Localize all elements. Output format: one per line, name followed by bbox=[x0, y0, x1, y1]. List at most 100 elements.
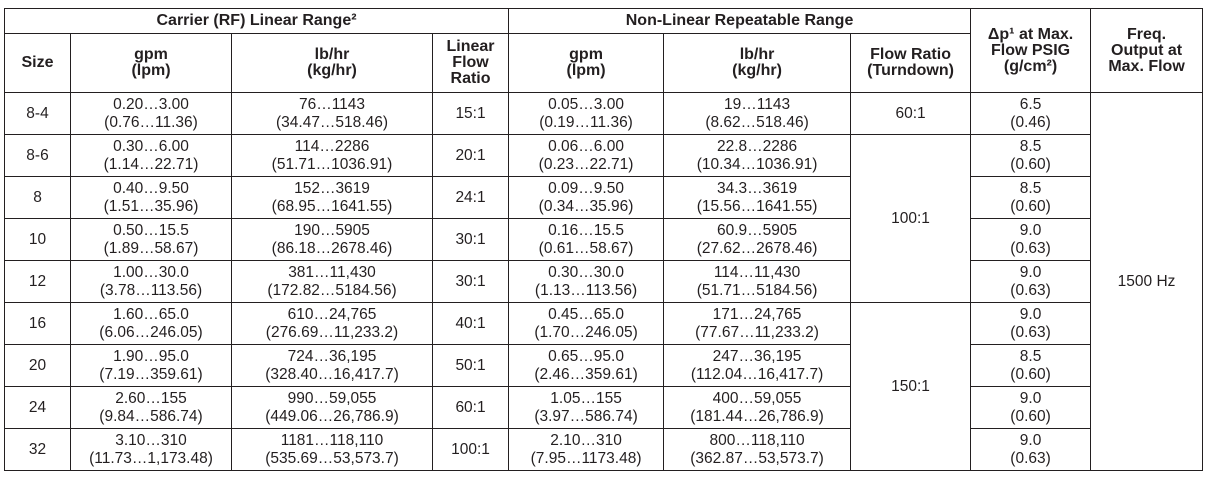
nonlinear-gpm-cell: 0.06…6.00 (0.23…22.71) bbox=[508, 134, 665, 177]
nonlinear-lbhr-cell-line: (181.44…26,786.9) bbox=[690, 407, 824, 425]
carrier-lbhr-cell-line: 381…11,430 bbox=[288, 263, 376, 281]
carrier-gpm-cell: 1.60…65.0 (6.06…246.05) bbox=[70, 302, 232, 345]
dp-cell-line: (0.60) bbox=[1010, 407, 1051, 425]
nonlinear-lbhr-cell-line: (51.71…5184.56) bbox=[696, 281, 818, 299]
table-row: 12 1.00…30.0 (3.78…113.56) 381…11,430 (172.8… bbox=[4, 260, 1203, 303]
linear-flow-ratio-cell: 20:1 bbox=[431, 134, 510, 177]
dp-cell-line: 9.0 bbox=[1019, 221, 1042, 239]
nonlinear-lbhr-cell-line: 800…118,110 bbox=[709, 431, 805, 449]
nonlinear-lbhr-cell-line: (8.62…518.46) bbox=[705, 113, 809, 131]
dp-cell-line: (0.63) bbox=[1010, 281, 1051, 299]
dp-cell-line: (0.63) bbox=[1010, 239, 1051, 257]
carrier-lbhr-cell: 152…3619 (68.95…1641.55) bbox=[231, 176, 433, 219]
freq-output-cell: 1500 Hz bbox=[1090, 92, 1204, 471]
nonlinear-lbhr-cell: 171…24,765 (77.67…11,233.2) bbox=[663, 302, 852, 345]
nonlinear-gpm-cell-line: (1.70…246.05) bbox=[534, 323, 638, 341]
carrier-gpm-cell-line: 0.30…6.00 bbox=[113, 137, 189, 155]
header-line: gpm bbox=[134, 46, 168, 63]
linear-flow-ratio-cell: 60:1 bbox=[431, 386, 510, 429]
table-row: 8-4 0.20…3.00 (0.76…11.36) 76…1143 (34.47…51… bbox=[4, 92, 1204, 471]
nonlinear-lbhr-cell-line: 60.9…5905 bbox=[716, 221, 798, 239]
carrier-lbhr-cell-line: (34.47…518.46) bbox=[275, 113, 389, 131]
size-cell: 20 bbox=[4, 344, 71, 387]
nonlinear-lbhr-cell-line: 34.3…3619 bbox=[716, 179, 798, 197]
carrier-linear-range-header: Carrier (RF) Linear Range² bbox=[3, 8, 510, 34]
turndown-cell: 150:1 bbox=[850, 302, 972, 471]
nonlinear-lbhr-cell: 22.8…2286 (10.34…1036.91) bbox=[663, 134, 852, 177]
header-line: Ratio bbox=[450, 70, 491, 87]
linear-flow-ratio-cell: 24:1 bbox=[431, 176, 510, 219]
dp-cell: 9.0 (0.63) bbox=[970, 302, 1092, 345]
carrier-lbhr-header: lb/hr (kg/hr) bbox=[231, 33, 433, 93]
carrier-gpm-cell: 0.40…9.50 (1.51…35.96) bbox=[70, 176, 232, 219]
carrier-gpm-cell-line: 0.50…15.5 bbox=[113, 221, 189, 239]
dp-cell-line: 8.5 bbox=[1019, 347, 1042, 365]
dp-cell-line: (0.63) bbox=[1010, 449, 1051, 467]
carrier-gpm-cell-line: 3.10…310 bbox=[115, 431, 187, 449]
carrier-lbhr-cell-line: 190…5905 bbox=[294, 221, 370, 239]
nonlinear-gpm-cell-line: 0.65…95.0 bbox=[548, 347, 624, 365]
dp-header-line: Flow PSIG bbox=[990, 41, 1071, 59]
carrier-gpm-cell-line: (0.76…11.36) bbox=[104, 113, 198, 131]
table-row: 24 2.60…155 (9.84…586.74) 990…59,055 (449.06… bbox=[4, 386, 1203, 429]
carrier-lbhr-cell: 724…36,195 (328.40…16,417.7) bbox=[231, 344, 433, 387]
nonlinear-gpm-cell-line: 0.16…15.5 bbox=[548, 221, 624, 239]
carrier-gpm-cell-line: (11.73…1,173.48) bbox=[89, 449, 213, 467]
nonlinear-lbhr-cell-line: (10.34…1036.91) bbox=[696, 155, 818, 173]
linear-flow-ratio-header: Linear Flow Ratio bbox=[431, 33, 510, 93]
carrier-lbhr-cell: 76…1143 (34.47…518.46) bbox=[231, 92, 433, 135]
nonlinear-gpm-cell-line: (0.34…35.96) bbox=[538, 197, 634, 215]
carrier-gpm-cell-line: (7.19…359.61) bbox=[99, 365, 203, 383]
nonlinear-lbhr-cell: 400…59,055 (181.44…26,786.9) bbox=[663, 386, 852, 429]
linear-flow-ratio-cell: 30:1 bbox=[431, 218, 510, 261]
nonlinear-gpm-cell-line: (2.46…359.61) bbox=[534, 365, 638, 383]
freq-header-line: Output at bbox=[1111, 41, 1183, 59]
size-cell: 24 bbox=[4, 386, 71, 429]
dp-cell-line: 9.0 bbox=[1019, 389, 1042, 407]
table-row: 10 0.50…15.5 (1.89…58.67) 190…5905 (86.18…26… bbox=[4, 218, 1203, 261]
flow-ratio-turndown-header: Flow Ratio (Turndown) bbox=[850, 33, 972, 93]
dp-cell: 8.5 (0.60) bbox=[970, 134, 1092, 177]
linear-flow-ratio-cell: 40:1 bbox=[431, 302, 510, 345]
carrier-gpm-cell: 3.10…310 (11.73…1,173.48) bbox=[70, 428, 232, 471]
nonlinear-lbhr-cell-line: 114…11,430 bbox=[713, 263, 801, 281]
freq-header-line: Freq. bbox=[1126, 25, 1167, 43]
nonlinear-gpm-cell: 0.30…30.0 (1.13…113.56) bbox=[508, 260, 665, 303]
carrier-gpm-cell-line: (9.84…586.74) bbox=[99, 407, 203, 425]
dp-cell-line: (0.63) bbox=[1010, 323, 1051, 341]
nonlinear-gpm-cell: 0.16…15.5 (0.61…58.67) bbox=[508, 218, 665, 261]
nonlinear-lbhr-cell-line: 171…24,765 bbox=[712, 305, 802, 323]
nonlinear-gpm-cell-line: 0.30…30.0 bbox=[548, 263, 624, 281]
carrier-lbhr-cell: 1181…118,110 (535.69…53,573.7) bbox=[231, 428, 433, 471]
carrier-lbhr-cell-line: (449.06…26,786.9) bbox=[265, 407, 399, 425]
nonlinear-lbhr-cell-line: (77.67…11,233.2) bbox=[695, 323, 819, 341]
dp-cell-line: (0.60) bbox=[1010, 155, 1051, 173]
dp-cell-line: 9.0 bbox=[1019, 263, 1042, 281]
carrier-gpm-cell-line: 1.00…30.0 bbox=[113, 263, 189, 281]
header-line: (lpm) bbox=[131, 62, 171, 79]
carrier-gpm-cell: 1.90…95.0 (7.19…359.61) bbox=[70, 344, 232, 387]
nonlinear-gpm-cell: 0.09…9.50 (0.34…35.96) bbox=[508, 176, 665, 219]
header-line: Flow Ratio bbox=[870, 46, 951, 63]
carrier-gpm-cell: 0.20…3.00 (0.76…11.36) bbox=[70, 92, 232, 135]
carrier-gpm-cell-line: 0.20…3.00 bbox=[113, 95, 189, 113]
size-cell: 12 bbox=[4, 260, 71, 303]
table-row: 8 0.40…9.50 (1.51…35.96) 152…3619 (68.95…164… bbox=[4, 176, 1203, 219]
nonlinear-lbhr-cell: 800…118,110 (362.87…53,573.7) bbox=[663, 428, 852, 471]
column-header-row: Size gpm (lpm) lb/hr (kg/hr) Linear Flow… bbox=[4, 33, 1203, 93]
dp-cell: 9.0 (0.60) bbox=[970, 386, 1092, 429]
table-row: 16 1.60…65.0 (6.06…246.05) 610…24,765 (276.6… bbox=[4, 302, 1203, 471]
carrier-lbhr-cell-line: (51.71…1036.91) bbox=[271, 155, 393, 173]
group-header-row: Carrier (RF) Linear Range² Non-Linear Re… bbox=[3, 8, 1204, 93]
dp-cell-line: 9.0 bbox=[1019, 431, 1042, 449]
freq-output-header: Freq. Output at Max. Flow bbox=[1090, 8, 1204, 93]
carrier-gpm-cell: 0.50…15.5 (1.89…58.67) bbox=[70, 218, 232, 261]
size-cell: 8-6 bbox=[4, 134, 71, 177]
turndown-cell: 100:1 bbox=[850, 134, 972, 303]
nonlinear-gpm-cell-line: (1.13…113.56) bbox=[534, 281, 638, 299]
dp-cell-line: (0.46) bbox=[1010, 113, 1051, 131]
nonlinear-lbhr-header: lb/hr (kg/hr) bbox=[663, 33, 852, 93]
nonlinear-gpm-cell-line: 0.45…65.0 bbox=[548, 305, 624, 323]
carrier-lbhr-cell-line: 1181…118,110 bbox=[280, 431, 384, 449]
nonlinear-lbhr-cell-line: 400…59,055 bbox=[712, 389, 802, 407]
